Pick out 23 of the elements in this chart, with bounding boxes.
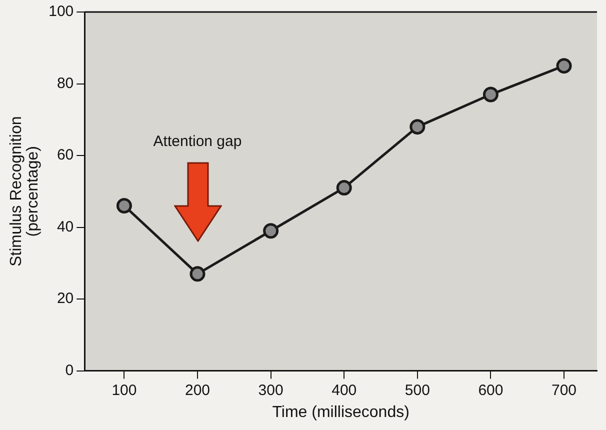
annotation: Attention gap [153,133,242,150]
x-tick-label: 500 [404,382,430,399]
point [556,58,572,74]
y-tick-label: 60 [56,146,74,164]
y-tick-label: 40 [56,218,74,236]
point [482,86,498,102]
x-tick-label: 400 [332,382,357,399]
point [190,266,206,282]
x-axis-title: Time (milliseconds) [272,404,410,421]
point [116,198,132,214]
point [336,180,352,196]
x-tick-label: 300 [258,382,284,399]
point [410,119,426,135]
point [263,223,279,239]
y-tick-label: 80 [56,74,74,92]
y-tick-label: 100 [48,3,74,20]
x-tick-label: 100 [112,382,137,399]
y-axis-title: Stimulus Recognition (percentage) [8,116,42,267]
y-tick-label: 0 [65,362,74,379]
y-tick-label: 20 [56,290,74,308]
x-tick-label: 600 [478,382,504,399]
x-tick-label: 700 [552,382,577,399]
x-tick-label: 200 [184,382,210,399]
